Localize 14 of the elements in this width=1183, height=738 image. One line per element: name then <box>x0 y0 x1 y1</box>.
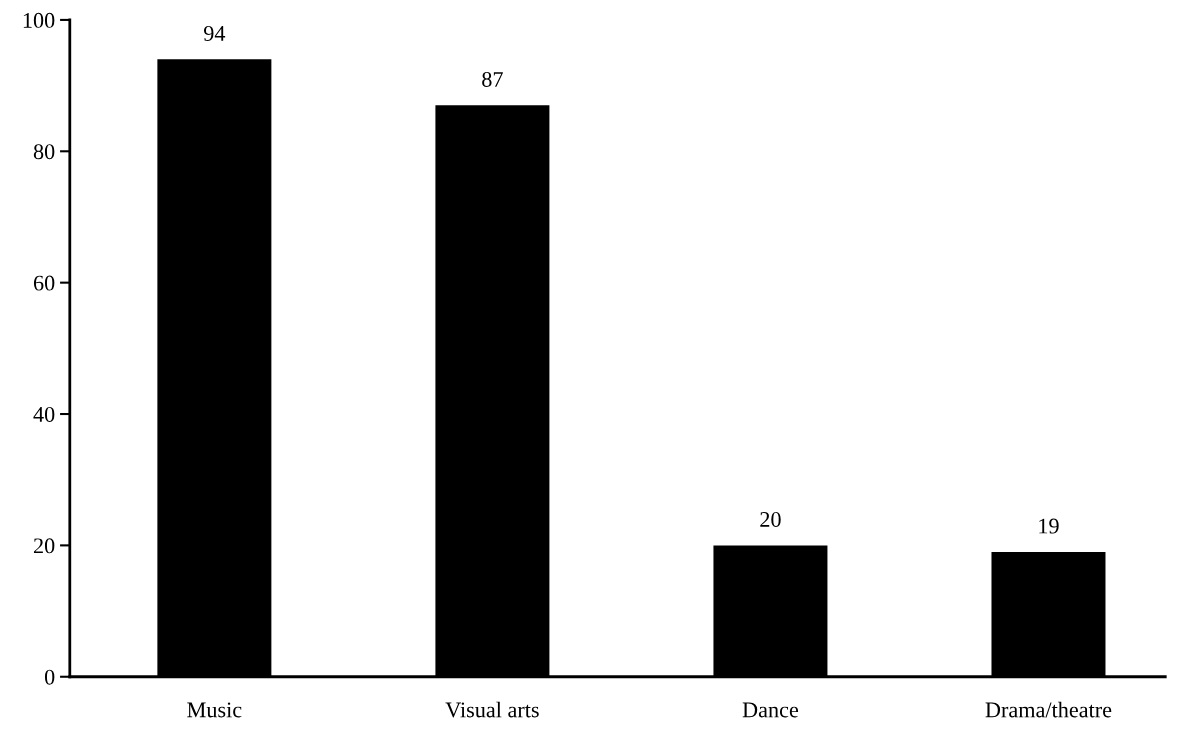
y-tick-label: 0 <box>44 669 55 685</box>
y-tick-label: 40 <box>33 406 55 422</box>
y-tick-label: 20 <box>33 538 55 554</box>
y-tick-label: 60 <box>33 275 55 291</box>
x-tick-label: Visual arts <box>445 701 539 718</box>
x-tick-label: Drama/theatre <box>985 701 1112 718</box>
x-tick-label: Dance <box>742 702 799 718</box>
x-tick-label: Music <box>187 702 242 718</box>
data-label: 20 <box>760 511 781 527</box>
y-tick-label: 80 <box>33 144 55 160</box>
data-label: 19 <box>1039 518 1059 534</box>
y-tick-label: 100 <box>23 12 55 28</box>
data-label: 94 <box>203 26 226 41</box>
data-label: 87 <box>482 71 503 87</box>
